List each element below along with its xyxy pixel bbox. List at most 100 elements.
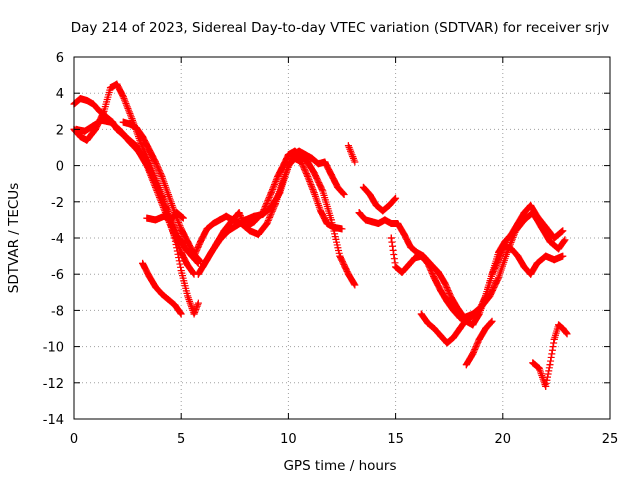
x-tick-label: 20	[495, 432, 512, 447]
data-point	[132, 142, 140, 150]
series-track-5	[143, 209, 187, 224]
data-point	[501, 241, 509, 249]
grid	[74, 57, 610, 419]
data-point	[456, 314, 464, 322]
data-point	[456, 325, 464, 332]
data-point	[495, 256, 503, 264]
data-point	[173, 209, 181, 217]
data-point	[443, 339, 451, 347]
series-track-16	[529, 321, 571, 390]
data-point	[411, 254, 419, 262]
data-point	[374, 220, 382, 228]
data-point	[334, 183, 342, 191]
data-point	[297, 158, 305, 166]
data-point	[437, 286, 445, 294]
data-point	[194, 299, 202, 307]
data-point	[106, 84, 114, 92]
data-point	[289, 151, 297, 159]
data-point	[115, 125, 123, 133]
data-point	[542, 223, 550, 231]
x-tick-label: 25	[602, 432, 619, 447]
data-point	[139, 259, 147, 267]
data-point	[344, 270, 352, 278]
y-tick-label: 2	[56, 123, 64, 138]
data-point	[407, 243, 415, 251]
y-tick-label: -8	[51, 304, 64, 319]
data-point	[184, 292, 192, 300]
data-point	[546, 238, 554, 246]
data-point	[507, 245, 515, 253]
data-point	[177, 267, 185, 275]
data-point	[533, 259, 541, 267]
data-point	[250, 212, 258, 220]
data-point	[555, 245, 563, 253]
data-point	[351, 158, 359, 166]
data-point	[469, 312, 477, 320]
data-point	[520, 263, 528, 271]
data-point	[113, 80, 121, 88]
data-point	[304, 172, 312, 180]
data-point	[469, 350, 477, 358]
data-point	[400, 230, 408, 238]
data-point	[430, 325, 438, 332]
data-point	[555, 321, 563, 329]
data-point	[171, 301, 179, 309]
series-track-7	[190, 147, 359, 289]
data-point	[184, 238, 192, 246]
data-point	[83, 96, 91, 104]
data-point	[267, 203, 275, 211]
data-point	[199, 263, 207, 271]
data-point	[149, 174, 157, 182]
data-point	[475, 335, 483, 343]
series-track-2	[70, 80, 202, 318]
data-point	[482, 292, 490, 300]
x-tick-label: 10	[280, 432, 297, 447]
data-point	[100, 107, 108, 115]
x-tick-label: 15	[387, 432, 404, 447]
data-point	[216, 236, 224, 244]
y-tick-label: 4	[56, 87, 64, 102]
data-series	[70, 80, 571, 390]
data-point	[207, 248, 215, 256]
chart-title: Day 214 of 2023, Sidereal Day-to-day VTE…	[71, 20, 610, 36]
data-point	[203, 225, 211, 233]
data-point	[302, 151, 310, 159]
data-point	[233, 221, 241, 229]
data-point	[259, 210, 267, 218]
axes: 0 5 10 15 20 25 -14 -12 -10 -8 -6 -4 -2 0 2 4 6	[43, 51, 619, 447]
data-point	[295, 147, 303, 155]
data-point	[190, 310, 198, 318]
data-point	[447, 294, 455, 302]
data-point	[190, 252, 198, 260]
series-track-12	[359, 183, 400, 215]
data-point	[179, 214, 187, 222]
data-point	[151, 216, 159, 224]
data-point	[392, 263, 400, 271]
data-point	[143, 214, 151, 222]
data-point	[527, 201, 535, 209]
data-point	[310, 169, 318, 177]
y-tick-label: 0	[56, 160, 64, 175]
data-point	[321, 158, 329, 166]
data-point	[235, 209, 243, 217]
data-point	[417, 252, 425, 260]
data-point	[559, 252, 567, 260]
data-point	[385, 201, 393, 209]
data-point	[141, 156, 149, 164]
data-point	[529, 359, 537, 367]
data-point	[76, 133, 84, 141]
data-point	[514, 252, 522, 260]
data-point	[119, 93, 127, 101]
data-point	[177, 225, 185, 233]
data-point	[546, 361, 554, 369]
data-point	[151, 283, 159, 291]
data-point	[379, 207, 387, 215]
y-tick-label: -14	[43, 413, 64, 428]
x-axis-title: GPS time / hours	[283, 458, 396, 474]
data-point	[542, 382, 550, 390]
data-point	[184, 261, 192, 269]
data-point	[387, 220, 395, 228]
data-point	[158, 290, 166, 298]
data-point	[340, 191, 348, 199]
data-point	[355, 209, 363, 217]
